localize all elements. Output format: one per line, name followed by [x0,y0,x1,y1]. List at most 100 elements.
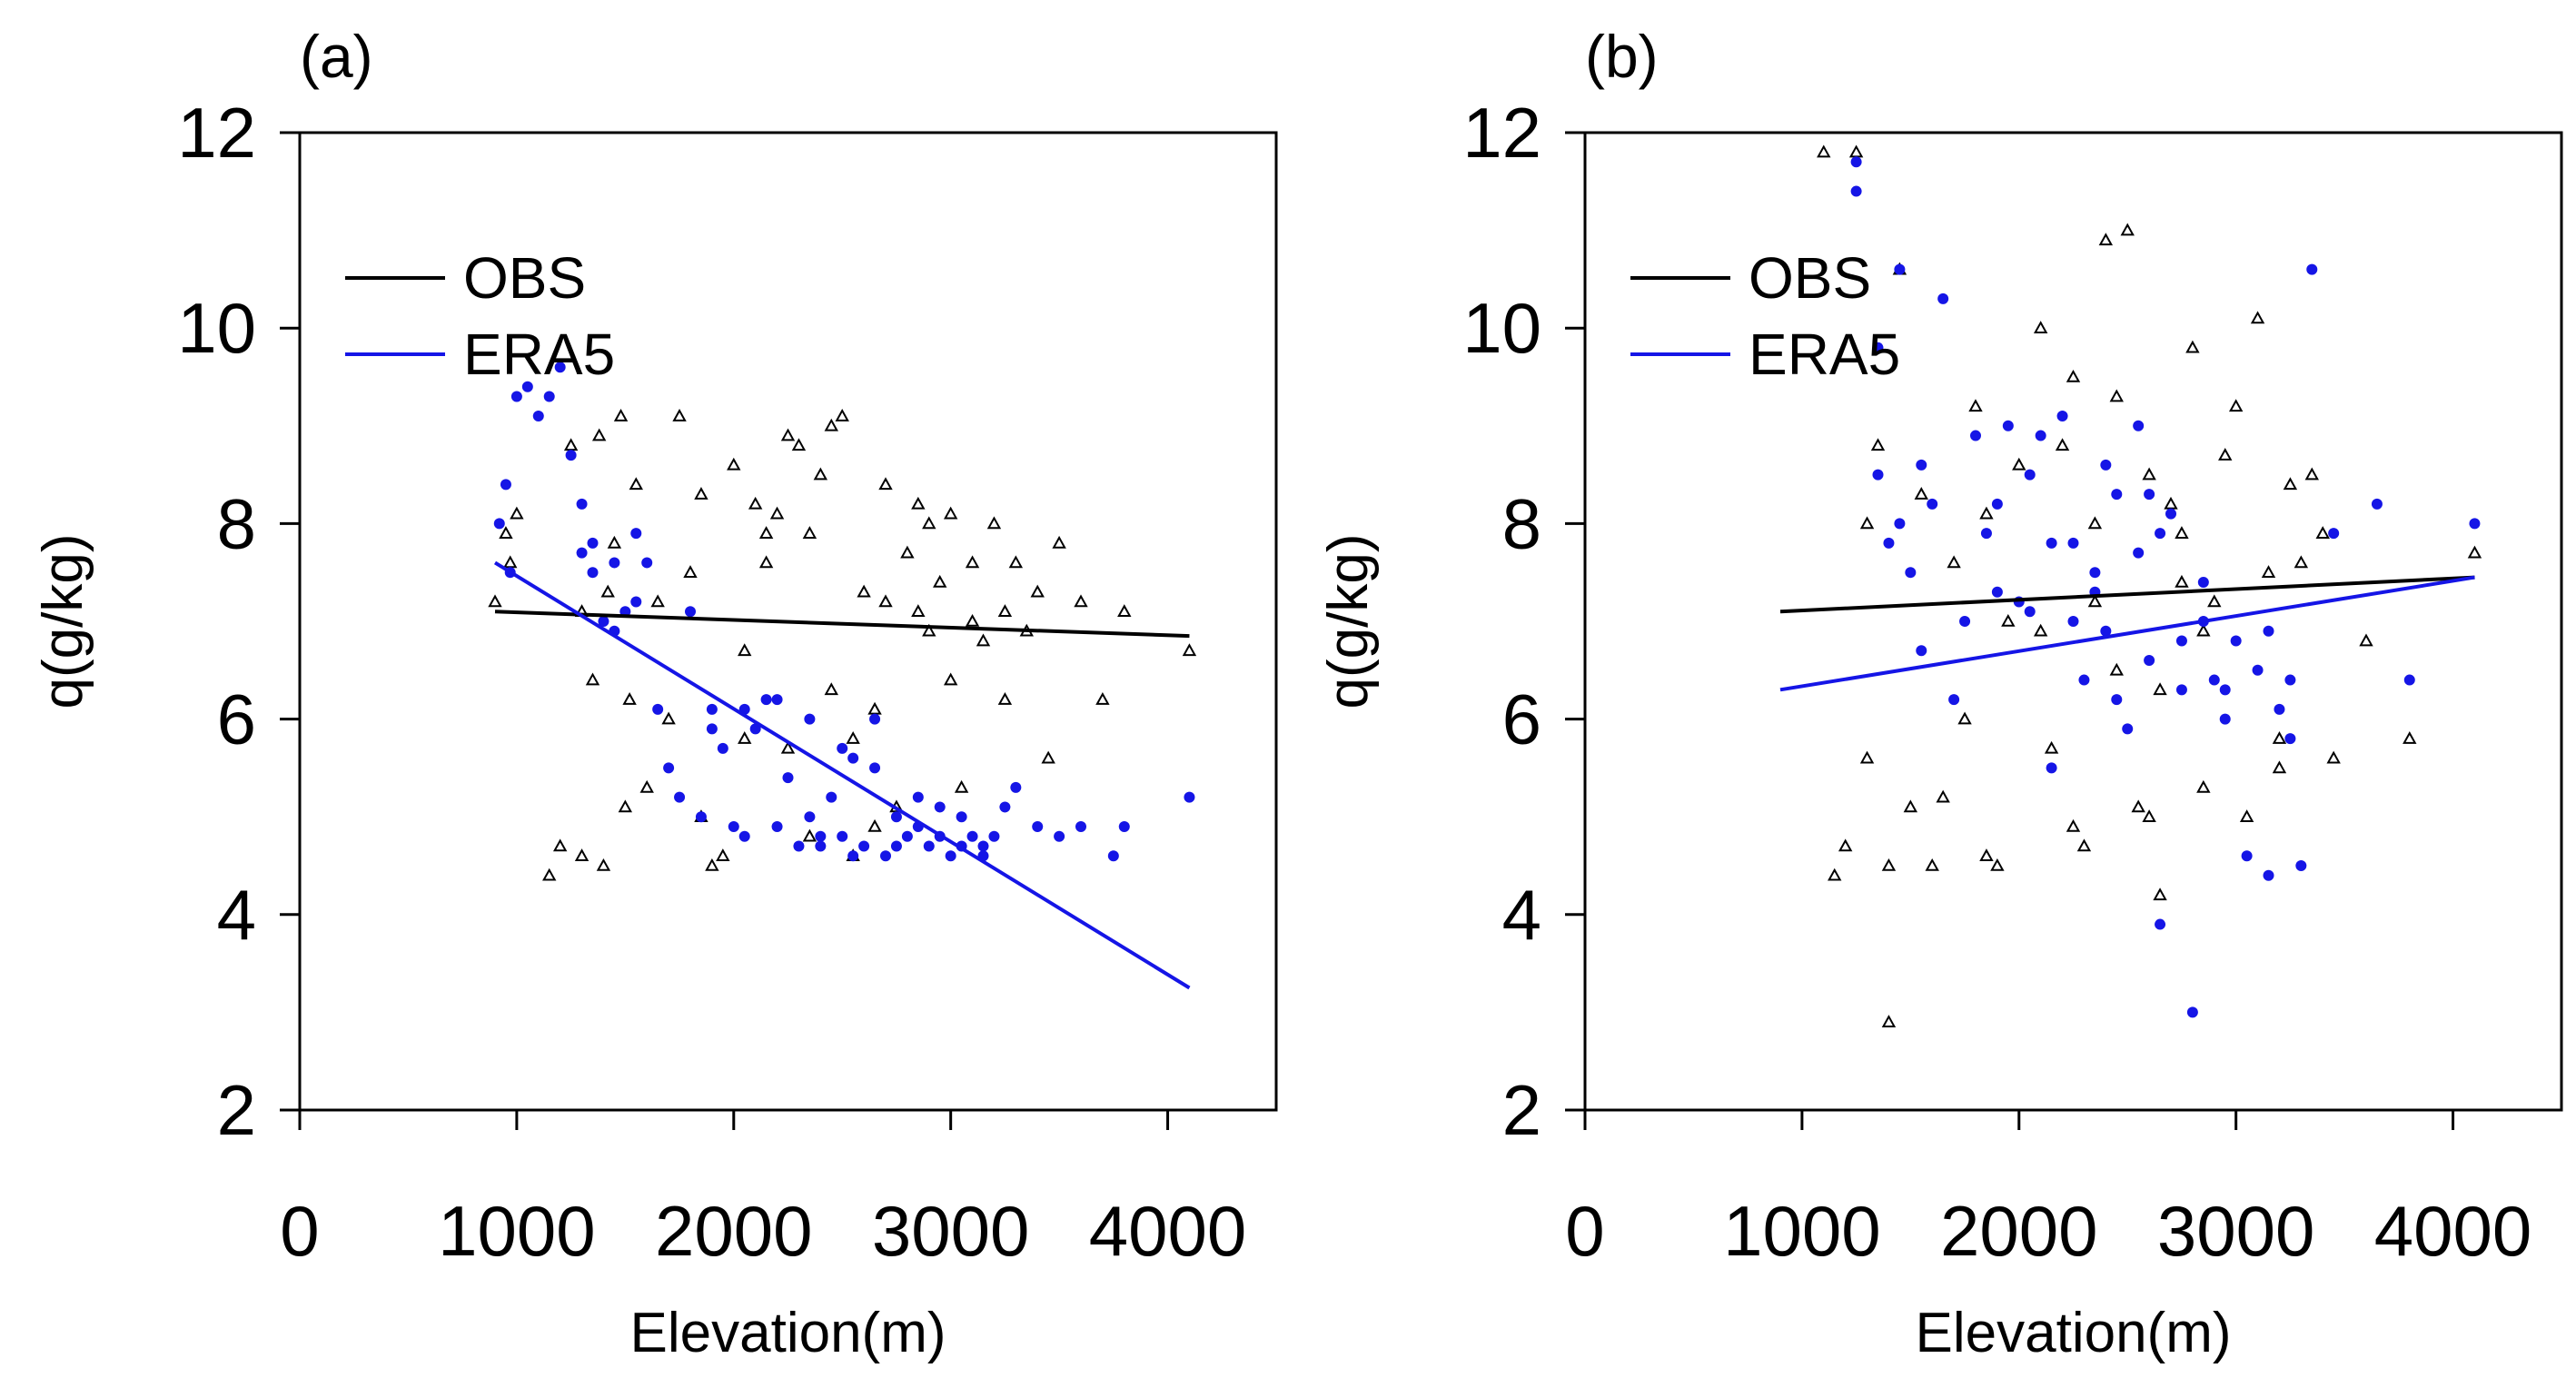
obs-point [650,594,665,608]
era5-point [2403,674,2415,686]
obs-point [2403,731,2417,744]
obs-point [1095,692,1110,705]
era5-point [630,596,642,608]
obs-point [2196,779,2211,793]
fit-line-obs [1779,575,2475,614]
obs-point [585,672,600,686]
obs-point [672,408,687,421]
era5-point [956,811,967,823]
era5-point [2078,674,2090,686]
era5-point [576,547,588,559]
y-tick-label: 2 [1502,1070,1541,1150]
era5-point [1970,430,1981,441]
obs-point [563,438,579,451]
plot-frame [298,131,1278,1112]
x-tick-label: 2000 [1940,1191,2098,1271]
obs-point [1881,1015,1897,1027]
obs-point [1859,516,1875,530]
obs-point [596,858,611,871]
era5-point [869,762,881,774]
era5-point [1980,528,1992,540]
series-obs [488,408,1197,881]
era5-point [521,381,533,392]
era5-point [2175,635,2187,647]
era5-point [1850,185,1862,197]
era5-point [2241,850,2253,862]
obs-point [1817,144,1831,158]
obs-point [846,731,860,744]
obs-point [2076,838,2092,852]
obs-point [607,535,622,549]
obs-point [965,555,980,569]
era5-point [1107,850,1119,862]
era5-point [2002,420,2014,431]
era5-point [837,742,848,754]
x-tick-label: 2000 [655,1191,813,1271]
legend-label-era5: ERA5 [1749,322,1900,387]
obs-point [1828,868,1842,881]
obs-point [780,740,796,754]
obs-point [2066,818,2081,832]
obs-point [802,828,817,842]
plot-frame [1583,131,2563,1112]
era5-point [1948,694,1960,706]
obs-point [2087,516,2103,530]
series-era5 [493,362,1195,862]
era5-point [2122,723,2134,735]
obs-point [2359,633,2373,647]
era5-point [2219,713,2231,725]
era5-point [1927,498,1938,510]
obs-point [1925,858,1939,871]
obs-point [2218,448,2233,461]
era5-point [2263,625,2274,637]
era5-point [771,820,783,832]
era5-point [652,703,664,715]
obs-point [503,555,518,569]
series-era5 [1850,156,2481,1018]
obs-point [1838,838,1853,852]
era5-point [912,791,924,803]
era5-point [2284,674,2296,686]
obs-point [2261,565,2276,578]
obs-point [1990,858,2005,871]
obs-point [986,516,1002,530]
fit-line-obs [494,610,1190,639]
obs-point [867,701,882,715]
era5-point [695,811,707,823]
era5-point [782,772,794,784]
obs-point [2033,321,2048,333]
era5-point [2024,469,2036,481]
era5-point [869,713,881,725]
legend-label-era5: ERA5 [463,322,615,387]
era5-point [609,557,620,569]
obs-point [2066,369,2081,382]
obs-point [1936,789,1950,803]
era5-point [847,752,859,764]
era5-point [2306,263,2318,275]
era5-point [2155,918,2166,930]
panel-label: (b) [1585,23,1659,90]
era5-point [493,518,505,530]
obs-point [738,643,752,657]
obs-point [591,428,607,441]
obs-point [639,779,654,793]
era5-point [988,830,1000,842]
y-tick-label: 12 [177,93,256,173]
era5-point [934,801,946,813]
era5-point [1075,820,1086,832]
era5-point [1894,263,1906,275]
era5-point [717,742,728,754]
obs-point [2098,233,2114,246]
y-tick-label: 6 [217,679,256,759]
x-tick-label: 3000 [2157,1191,2315,1271]
era5-point [2144,655,2155,667]
obs-point [878,594,893,608]
obs-point [780,428,796,441]
era5-point [1894,518,1906,530]
x-axis-title: Elevation(m) [1916,1302,2232,1364]
x-tick-label: 0 [280,1191,319,1271]
obs-point [1914,487,1928,500]
era5-point [641,557,653,569]
era5-point [2230,635,2242,647]
obs-point [738,731,752,744]
